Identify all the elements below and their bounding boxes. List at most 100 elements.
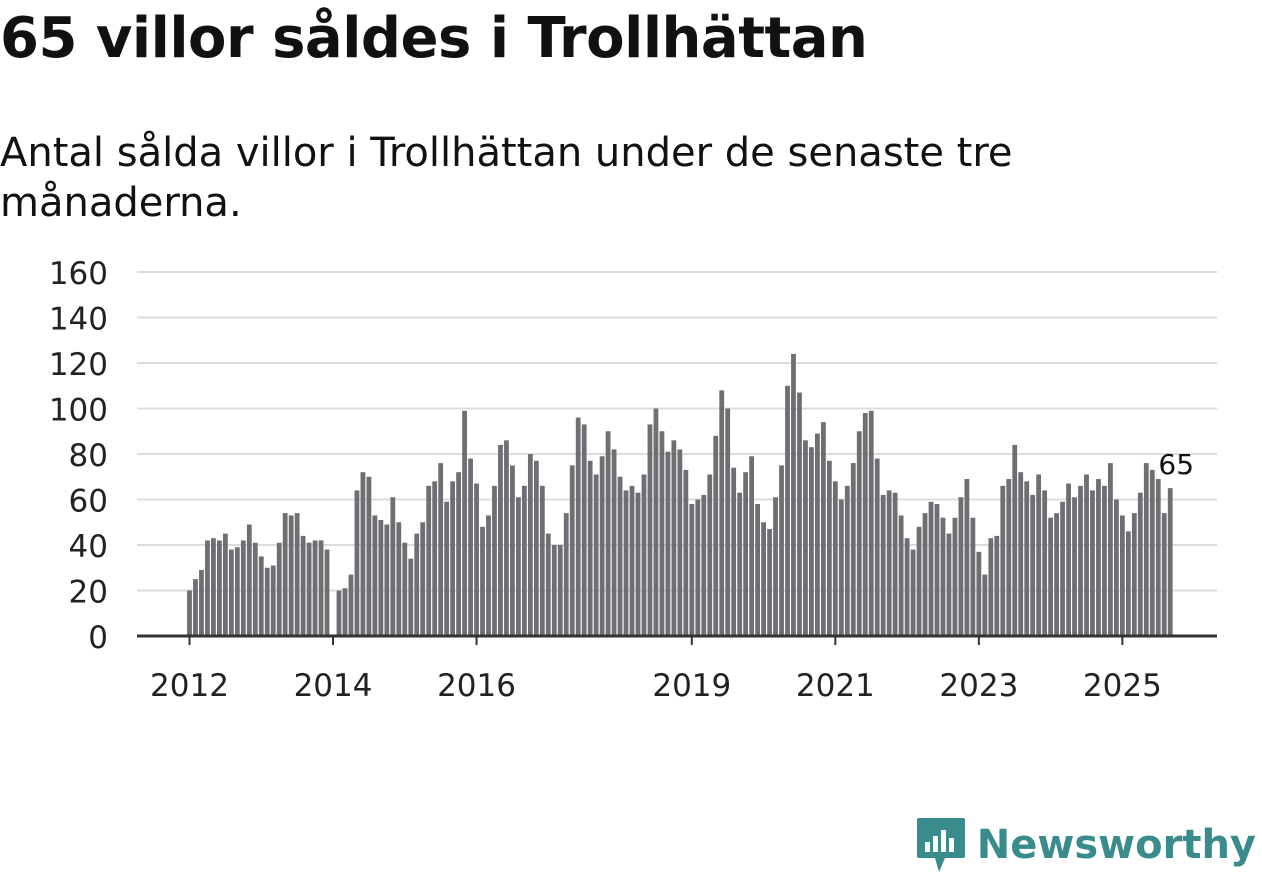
data-label: 65 bbox=[1158, 448, 1194, 481]
bar bbox=[270, 565, 276, 636]
bar bbox=[629, 485, 635, 636]
bar bbox=[731, 467, 737, 636]
bar bbox=[1060, 501, 1065, 636]
bar bbox=[994, 535, 1000, 636]
bar bbox=[1090, 490, 1095, 636]
bar bbox=[635, 492, 641, 636]
bar bbox=[647, 424, 653, 636]
bar bbox=[898, 515, 904, 636]
bar bbox=[587, 460, 593, 636]
bar bbox=[432, 481, 438, 636]
bar bbox=[575, 417, 581, 636]
x-tick-label: 2016 bbox=[437, 668, 516, 704]
bar bbox=[725, 408, 731, 636]
bar bbox=[402, 542, 408, 636]
bar bbox=[707, 474, 713, 636]
bar bbox=[791, 353, 796, 636]
bar bbox=[1036, 474, 1042, 636]
y-tick-label: 60 bbox=[69, 484, 108, 520]
bar bbox=[240, 540, 246, 636]
bar bbox=[701, 494, 707, 636]
bar bbox=[199, 570, 204, 636]
brand[interactable]: Newsworthy bbox=[915, 813, 1256, 877]
bar bbox=[1000, 485, 1006, 636]
bar bbox=[970, 517, 976, 636]
bar bbox=[695, 499, 701, 636]
bar bbox=[420, 522, 426, 636]
bar bbox=[366, 476, 372, 636]
bar bbox=[563, 513, 569, 636]
bar bbox=[689, 504, 695, 636]
bar bbox=[474, 483, 479, 636]
bar bbox=[1030, 494, 1036, 636]
bar bbox=[1084, 474, 1089, 636]
bar bbox=[498, 444, 503, 636]
bar bbox=[749, 456, 755, 636]
bar bbox=[743, 472, 749, 636]
bar bbox=[928, 501, 934, 636]
bar bbox=[187, 590, 192, 636]
bar bbox=[952, 517, 958, 636]
bar bbox=[288, 515, 294, 636]
page-title: 65 villor såldes i Trollhättan bbox=[0, 6, 868, 71]
bar bbox=[193, 579, 198, 637]
bar bbox=[785, 385, 790, 636]
bar bbox=[1114, 499, 1119, 636]
bar bbox=[797, 392, 802, 636]
bar bbox=[874, 458, 880, 636]
bar bbox=[671, 440, 677, 636]
bar bbox=[1066, 483, 1071, 636]
bar bbox=[803, 440, 808, 636]
bar bbox=[599, 456, 605, 636]
bar bbox=[755, 504, 760, 636]
bar bbox=[318, 540, 324, 636]
bar bbox=[426, 485, 432, 636]
bar bbox=[1054, 513, 1059, 636]
bar bbox=[384, 524, 390, 636]
bar bbox=[264, 567, 270, 636]
bar bbox=[1125, 531, 1131, 636]
bar bbox=[1155, 479, 1161, 636]
bar-chart: 0 20 40 60 80 100 120 140 160 2012 2014 2016 2019 202… bbox=[49, 256, 1217, 704]
bar bbox=[1108, 463, 1113, 636]
x-tick-label: 2025 bbox=[1083, 668, 1162, 704]
bar bbox=[516, 497, 521, 636]
bar bbox=[934, 504, 940, 636]
bar bbox=[480, 526, 485, 636]
bar bbox=[916, 526, 922, 636]
x-tick-label: 2012 bbox=[150, 668, 229, 704]
bar bbox=[372, 515, 378, 636]
newsworthy-logo-icon bbox=[916, 818, 965, 872]
y-tick-label: 0 bbox=[88, 620, 108, 656]
bar bbox=[294, 513, 300, 636]
bar bbox=[832, 481, 838, 636]
bar bbox=[880, 494, 886, 636]
bar bbox=[850, 463, 856, 636]
bar bbox=[533, 460, 539, 636]
bar bbox=[396, 522, 402, 636]
bar bbox=[1137, 492, 1143, 636]
bar bbox=[1072, 497, 1077, 636]
bar bbox=[390, 497, 396, 636]
y-tick-label: 100 bbox=[49, 393, 108, 429]
bar bbox=[713, 435, 719, 636]
bar bbox=[1149, 469, 1155, 636]
bar bbox=[450, 481, 456, 636]
bar bbox=[1078, 485, 1083, 636]
bar bbox=[964, 479, 970, 636]
bar bbox=[1131, 513, 1137, 636]
bar bbox=[545, 533, 551, 637]
bar bbox=[354, 490, 360, 636]
bar bbox=[1167, 488, 1173, 637]
bar bbox=[252, 542, 258, 636]
bar bbox=[653, 408, 659, 636]
bar bbox=[665, 451, 671, 636]
bar bbox=[982, 574, 988, 636]
bar bbox=[336, 590, 342, 636]
bar bbox=[677, 449, 683, 636]
bar bbox=[826, 460, 832, 636]
bar bbox=[234, 547, 240, 636]
y-tick-label: 120 bbox=[49, 347, 108, 383]
brand-name: Newsworthy bbox=[976, 822, 1256, 868]
bar bbox=[581, 424, 587, 636]
